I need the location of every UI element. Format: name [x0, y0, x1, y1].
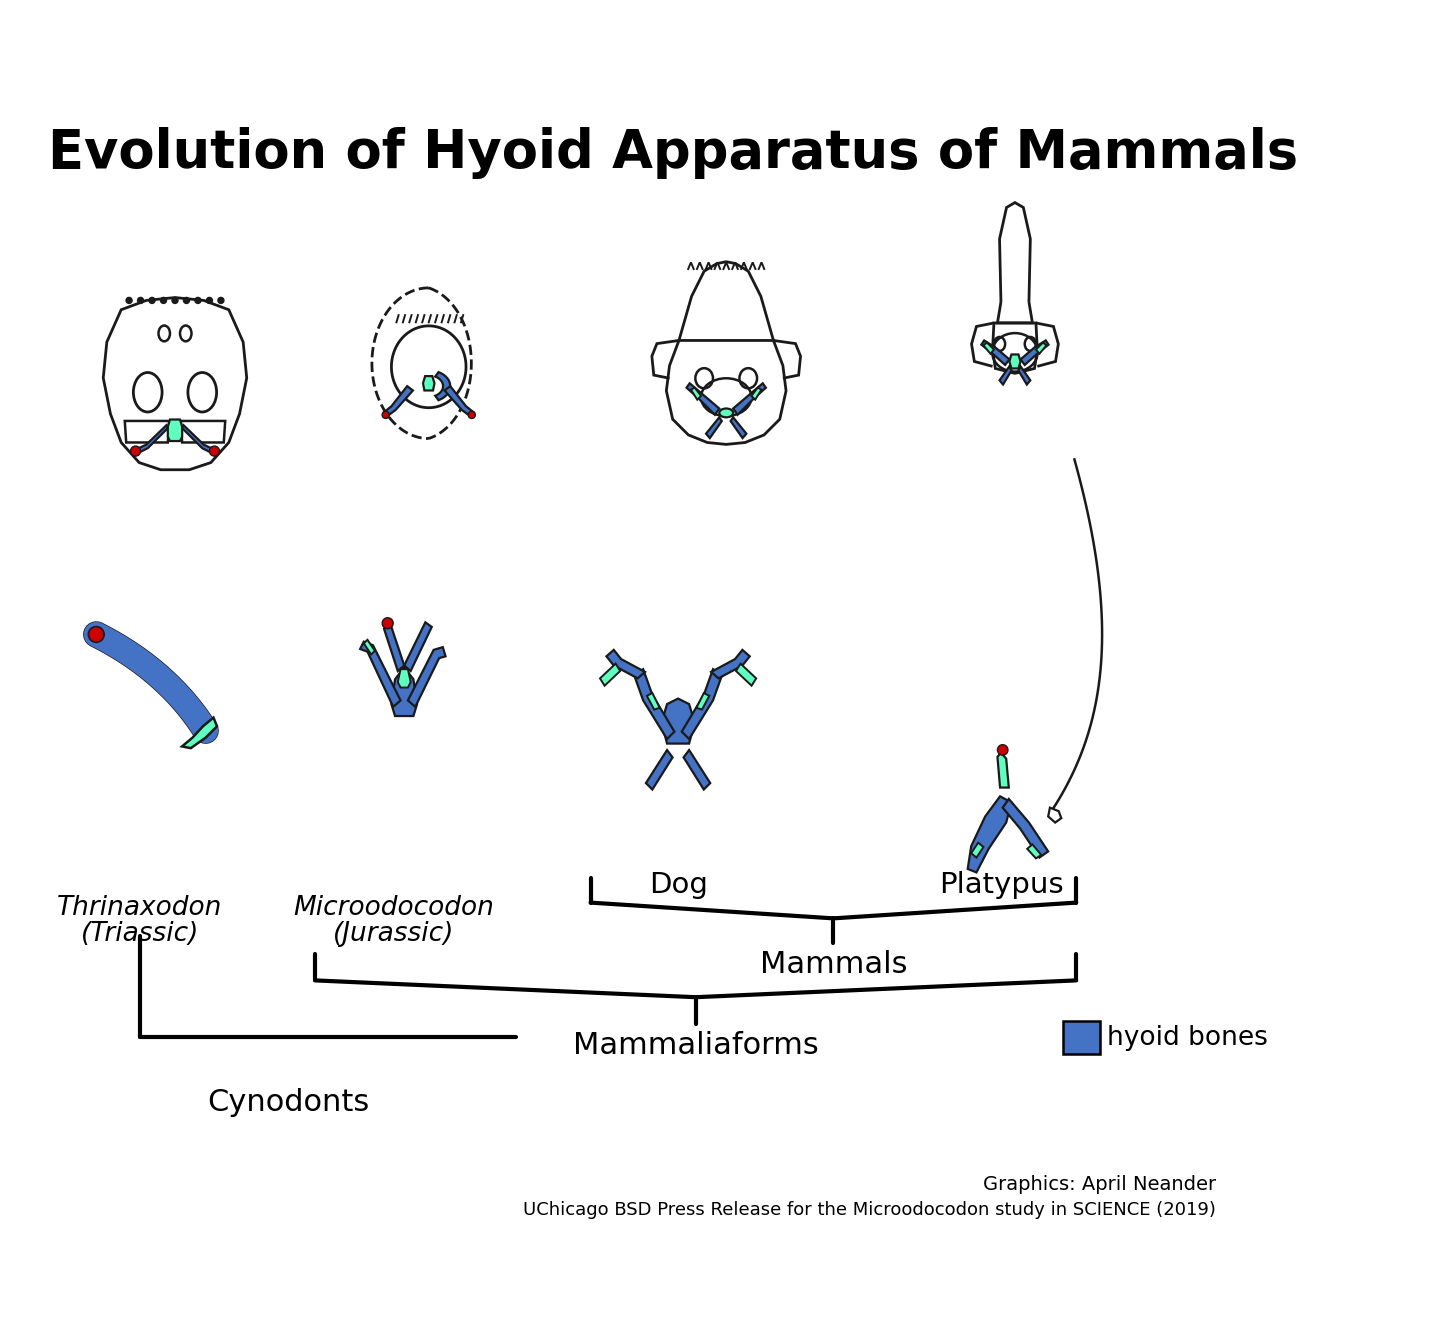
Polygon shape [634, 669, 674, 739]
Polygon shape [1002, 799, 1048, 857]
Circle shape [468, 411, 475, 418]
Text: Mammaliaforms: Mammaliaforms [573, 1030, 818, 1059]
Polygon shape [730, 418, 746, 438]
Polygon shape [981, 341, 1009, 365]
Polygon shape [606, 650, 645, 679]
Polygon shape [1027, 844, 1041, 858]
Circle shape [194, 298, 200, 303]
Polygon shape [600, 664, 621, 685]
Text: Dog: Dog [648, 870, 707, 898]
Polygon shape [697, 693, 710, 709]
Polygon shape [181, 717, 217, 748]
Polygon shape [384, 624, 405, 671]
Polygon shape [397, 669, 410, 688]
Polygon shape [647, 693, 660, 709]
Polygon shape [733, 383, 766, 415]
Circle shape [998, 744, 1008, 755]
Polygon shape [1009, 354, 1021, 369]
Polygon shape [1048, 808, 1061, 823]
Text: Graphics: April Neander: Graphics: April Neander [984, 1175, 1217, 1194]
Text: Microodocodon: Microodocodon [294, 896, 494, 921]
Polygon shape [661, 699, 694, 744]
Polygon shape [408, 647, 445, 707]
Text: Thrinaxodon: Thrinaxodon [58, 896, 223, 921]
Polygon shape [998, 752, 1009, 788]
Polygon shape [445, 386, 474, 417]
Text: (Jurassic): (Jurassic) [333, 921, 455, 948]
Polygon shape [360, 642, 400, 707]
Polygon shape [681, 669, 723, 739]
Polygon shape [364, 640, 374, 655]
Polygon shape [999, 366, 1011, 385]
Text: Mammals: Mammals [760, 950, 907, 980]
Polygon shape [971, 843, 984, 857]
FancyBboxPatch shape [1063, 1021, 1100, 1054]
Polygon shape [968, 796, 1011, 872]
Circle shape [206, 298, 212, 303]
Circle shape [217, 298, 223, 303]
Circle shape [209, 446, 219, 457]
Circle shape [382, 618, 393, 628]
Circle shape [127, 298, 132, 303]
Circle shape [183, 298, 189, 303]
Polygon shape [392, 667, 418, 716]
Polygon shape [135, 426, 168, 454]
Circle shape [161, 298, 167, 303]
Polygon shape [1018, 366, 1031, 385]
Polygon shape [752, 387, 762, 399]
Polygon shape [711, 650, 750, 679]
Polygon shape [706, 418, 721, 438]
Text: Evolution of Hyoid Apparatus of Mammals: Evolution of Hyoid Apparatus of Mammals [48, 126, 1299, 178]
Text: Platypus: Platypus [939, 870, 1064, 898]
Circle shape [382, 411, 389, 418]
Text: Cynodonts: Cynodonts [207, 1087, 370, 1117]
Circle shape [173, 298, 179, 303]
Polygon shape [647, 751, 672, 789]
Polygon shape [691, 387, 701, 399]
Circle shape [88, 627, 104, 643]
Polygon shape [684, 751, 710, 789]
Polygon shape [984, 342, 994, 354]
Polygon shape [1021, 341, 1048, 365]
Polygon shape [1035, 342, 1047, 354]
Text: (Triassic): (Triassic) [81, 921, 199, 948]
Polygon shape [405, 623, 432, 671]
Polygon shape [183, 426, 215, 454]
Polygon shape [736, 664, 756, 685]
Polygon shape [435, 373, 451, 401]
Polygon shape [687, 383, 719, 415]
Polygon shape [168, 419, 183, 441]
Polygon shape [423, 377, 435, 390]
Circle shape [131, 446, 141, 457]
Circle shape [138, 298, 144, 303]
Ellipse shape [719, 409, 733, 418]
Circle shape [150, 298, 156, 303]
Text: hyoid bones: hyoid bones [1107, 1025, 1267, 1050]
Text: UChicago BSD Press Release for the Microodocodon study in SCIENCE (2019): UChicago BSD Press Release for the Micro… [523, 1202, 1217, 1219]
Polygon shape [384, 386, 413, 417]
